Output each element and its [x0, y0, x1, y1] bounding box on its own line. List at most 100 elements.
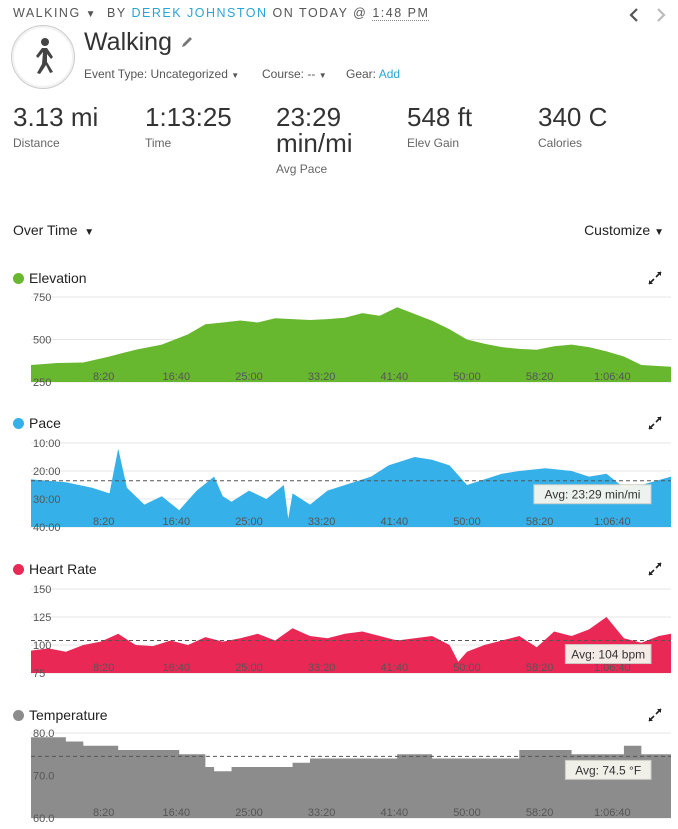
y-tick-label: 75 [33, 668, 45, 680]
caret-down-icon: ▼ [318, 71, 327, 80]
y-tick-label: 750 [33, 292, 51, 304]
x-tick-label: 50:00 [453, 371, 481, 383]
caret-down-icon: ▼ [654, 227, 664, 238]
y-tick-label: 30:00 [33, 494, 61, 506]
x-tick-label: 50:00 [453, 662, 481, 674]
x-tick-label: 50:00 [453, 516, 481, 528]
x-tick-label: 1:06:40 [594, 662, 631, 674]
edit-pencil-icon[interactable] [180, 35, 194, 54]
next-activity-icon[interactable] [656, 6, 666, 27]
x-tick-label: 58:20 [526, 662, 554, 674]
average-label: Avg: 104 bpm [571, 648, 645, 662]
y-tick-label: 125 [33, 612, 51, 624]
stat-label: Avg Pace [276, 162, 328, 176]
x-tick-label: 16:40 [163, 516, 191, 528]
average-badge [564, 644, 652, 665]
average-label: Avg: 23:29 min/mi [545, 488, 641, 502]
on-label: ON TODAY @ [272, 6, 368, 20]
expand-pace-icon[interactable] [648, 416, 662, 430]
x-tick-label: 50:00 [453, 807, 481, 819]
stat-distance: 3.13 mi Distance [13, 104, 98, 150]
data-area [31, 448, 671, 527]
x-tick-label: 8:20 [93, 662, 114, 674]
x-tick-label: 8:20 [93, 807, 114, 819]
expand-heart-rate-icon[interactable] [648, 562, 662, 576]
x-tick-label: 58:20 [526, 371, 554, 383]
x-tick-label: 16:40 [163, 662, 191, 674]
stat-label: Time [145, 136, 172, 150]
x-tick-label: 25:00 [235, 371, 263, 383]
x-tick-label: 1:06:40 [594, 807, 631, 819]
x-tick-label: 16:40 [163, 807, 191, 819]
stat-label: Elev Gain [407, 136, 460, 150]
course-value: -- [307, 67, 316, 81]
stat-label: Distance [13, 136, 60, 150]
stat-value: 3.13 mi [13, 102, 99, 132]
temperature-title-text: Temperature [29, 707, 108, 723]
pace-legend-dot [13, 418, 24, 429]
activity-type-dropdown[interactable]: WALKING ▼ [13, 6, 97, 20]
course-selector[interactable]: Course: -- ▼ [262, 67, 327, 81]
activity-type-label: WALKING [13, 6, 81, 20]
customize-dropdown[interactable]: Customize ▼ [584, 222, 664, 238]
y-tick-label: 10:00 [33, 438, 61, 450]
stat-avg-pace: 23:29 min/mi Avg Pace [276, 104, 386, 176]
stat-value: 548 ft [407, 102, 473, 132]
y-tick-label: 100 [33, 640, 51, 652]
pace-chart-title: Pace [13, 415, 61, 431]
x-tick-label: 1:06:40 [594, 516, 631, 528]
y-tick-label: 20:00 [33, 466, 61, 478]
y-tick-label: 60.0 [33, 813, 54, 825]
event-type-selector[interactable]: Event Type: Uncategorized ▼ [84, 67, 239, 81]
by-label: BY [107, 6, 127, 20]
data-area [31, 617, 671, 673]
course-label: Course: [262, 67, 305, 81]
y-tick-label: 80.0 [33, 728, 54, 740]
y-tick-label: 500 [33, 335, 51, 347]
y-tick-label: 40:00 [33, 522, 61, 534]
y-tick-label: 70.0 [33, 771, 54, 783]
x-tick-label: 33:20 [308, 516, 336, 528]
y-tick-label: 150 [33, 584, 51, 596]
expand-temperature-icon[interactable] [648, 708, 662, 722]
temperature-chart-title: Temperature [13, 707, 108, 723]
x-tick-label: 41:40 [381, 516, 409, 528]
activity-time[interactable]: 1:48 PM [372, 6, 430, 21]
user-link[interactable]: DEREK JOHNSTON [131, 6, 268, 20]
stat-calories: 340 C Calories [538, 104, 607, 150]
add-gear-link[interactable]: Add [378, 67, 401, 81]
x-tick-label: 25:00 [235, 662, 263, 674]
previous-activity-icon[interactable] [629, 6, 639, 27]
customize-label: Customize [584, 222, 651, 238]
over-time-dropdown[interactable]: Over Time ▼ [13, 222, 94, 238]
heart-rate-legend-dot [13, 564, 24, 575]
stat-value: 23:29 min/mi [276, 102, 353, 158]
caret-down-icon: ▼ [231, 71, 240, 80]
elevation-legend-dot [13, 273, 24, 284]
stat-elev-gain: 548 ft Elev Gain [407, 104, 472, 150]
average-label: Avg: 74.5 °F [575, 763, 641, 777]
walking-activity-icon [11, 25, 75, 89]
x-tick-label: 16:40 [163, 371, 191, 383]
x-tick-label: 25:00 [235, 516, 263, 528]
x-tick-label: 58:20 [526, 516, 554, 528]
activity-header: WALKING ▼ BY DEREK JOHNSTON ON TODAY @ 1… [13, 6, 430, 21]
average-badge [533, 484, 652, 505]
stat-value: 340 C [538, 102, 608, 132]
heart-rate-chart-title: Heart Rate [13, 561, 97, 577]
x-tick-label: 33:20 [308, 807, 336, 819]
activity-title[interactable]: Walking [84, 28, 172, 56]
x-tick-label: 33:20 [308, 371, 336, 383]
event-type-value: Uncategorized [150, 67, 228, 81]
x-tick-label: 33:20 [308, 662, 336, 674]
stat-label: Calories [538, 136, 583, 150]
caret-down-icon: ▼ [85, 9, 98, 20]
elevation-title-text: Elevation [29, 270, 87, 286]
event-type-label: Event Type: [84, 67, 148, 81]
x-tick-label: 58:20 [526, 807, 554, 819]
expand-elevation-icon[interactable] [648, 271, 662, 285]
